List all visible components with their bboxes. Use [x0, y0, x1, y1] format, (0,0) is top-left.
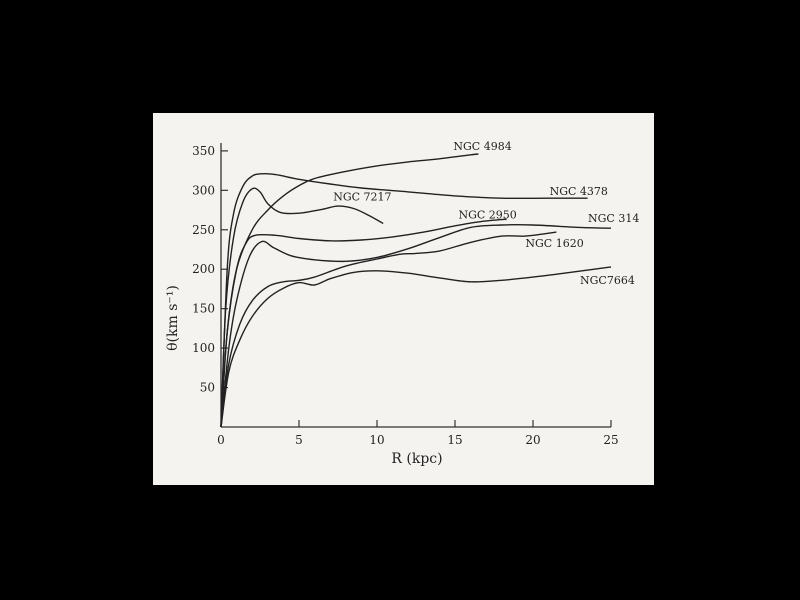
- y-axis-title: θ(km s⁻¹): [165, 285, 181, 351]
- x-tick-label: 5: [295, 433, 303, 447]
- series-label-ngc4378: NGC 4378: [550, 185, 608, 198]
- x-tick-label: 15: [447, 433, 462, 447]
- curve-ngc4378: [220, 172, 588, 428]
- rotation-curve-chart: 0 5 10 15 20 25 50 100 150 200 250 300 350 NGC 4984 N…: [165, 140, 639, 467]
- y-tick-label: 300: [192, 183, 215, 197]
- y-tick-label: 150: [192, 302, 215, 316]
- curve-ngc314: [220, 224, 612, 428]
- chart-figure: 0 5 10 15 20 25 50 100 150 200 250 300 350 NGC 4984 N…: [153, 113, 654, 485]
- curve-ngc7217: [220, 187, 384, 428]
- x-axis-title: R (kpc): [391, 451, 442, 467]
- x-tick-label: 10: [369, 433, 384, 447]
- series-label-ngc2950: NGC 2950: [458, 209, 516, 222]
- x-tick-label: 20: [525, 433, 540, 447]
- y-tick-label: 350: [192, 144, 215, 158]
- y-tick-label: 100: [192, 341, 215, 355]
- curve-ngc2950: [220, 218, 507, 428]
- series-label-ngc7217: NGC 7217: [333, 190, 391, 203]
- y-tick-label: 200: [192, 262, 215, 276]
- curve-ngc7664: [220, 266, 612, 428]
- series-label-ngc7664: NGC7664: [580, 274, 635, 287]
- curve-ngc1620: [220, 231, 557, 428]
- series-label-ngc314: NGC 314: [588, 212, 639, 225]
- x-tick-label: 0: [217, 433, 225, 447]
- series-label-ngc4984: NGC 4984: [453, 140, 511, 153]
- y-tick-label: 250: [192, 223, 215, 237]
- series-label-ngc1620: NGC 1620: [525, 237, 583, 250]
- y-tick-label: 50: [200, 381, 215, 395]
- x-tick-label: 25: [603, 433, 618, 447]
